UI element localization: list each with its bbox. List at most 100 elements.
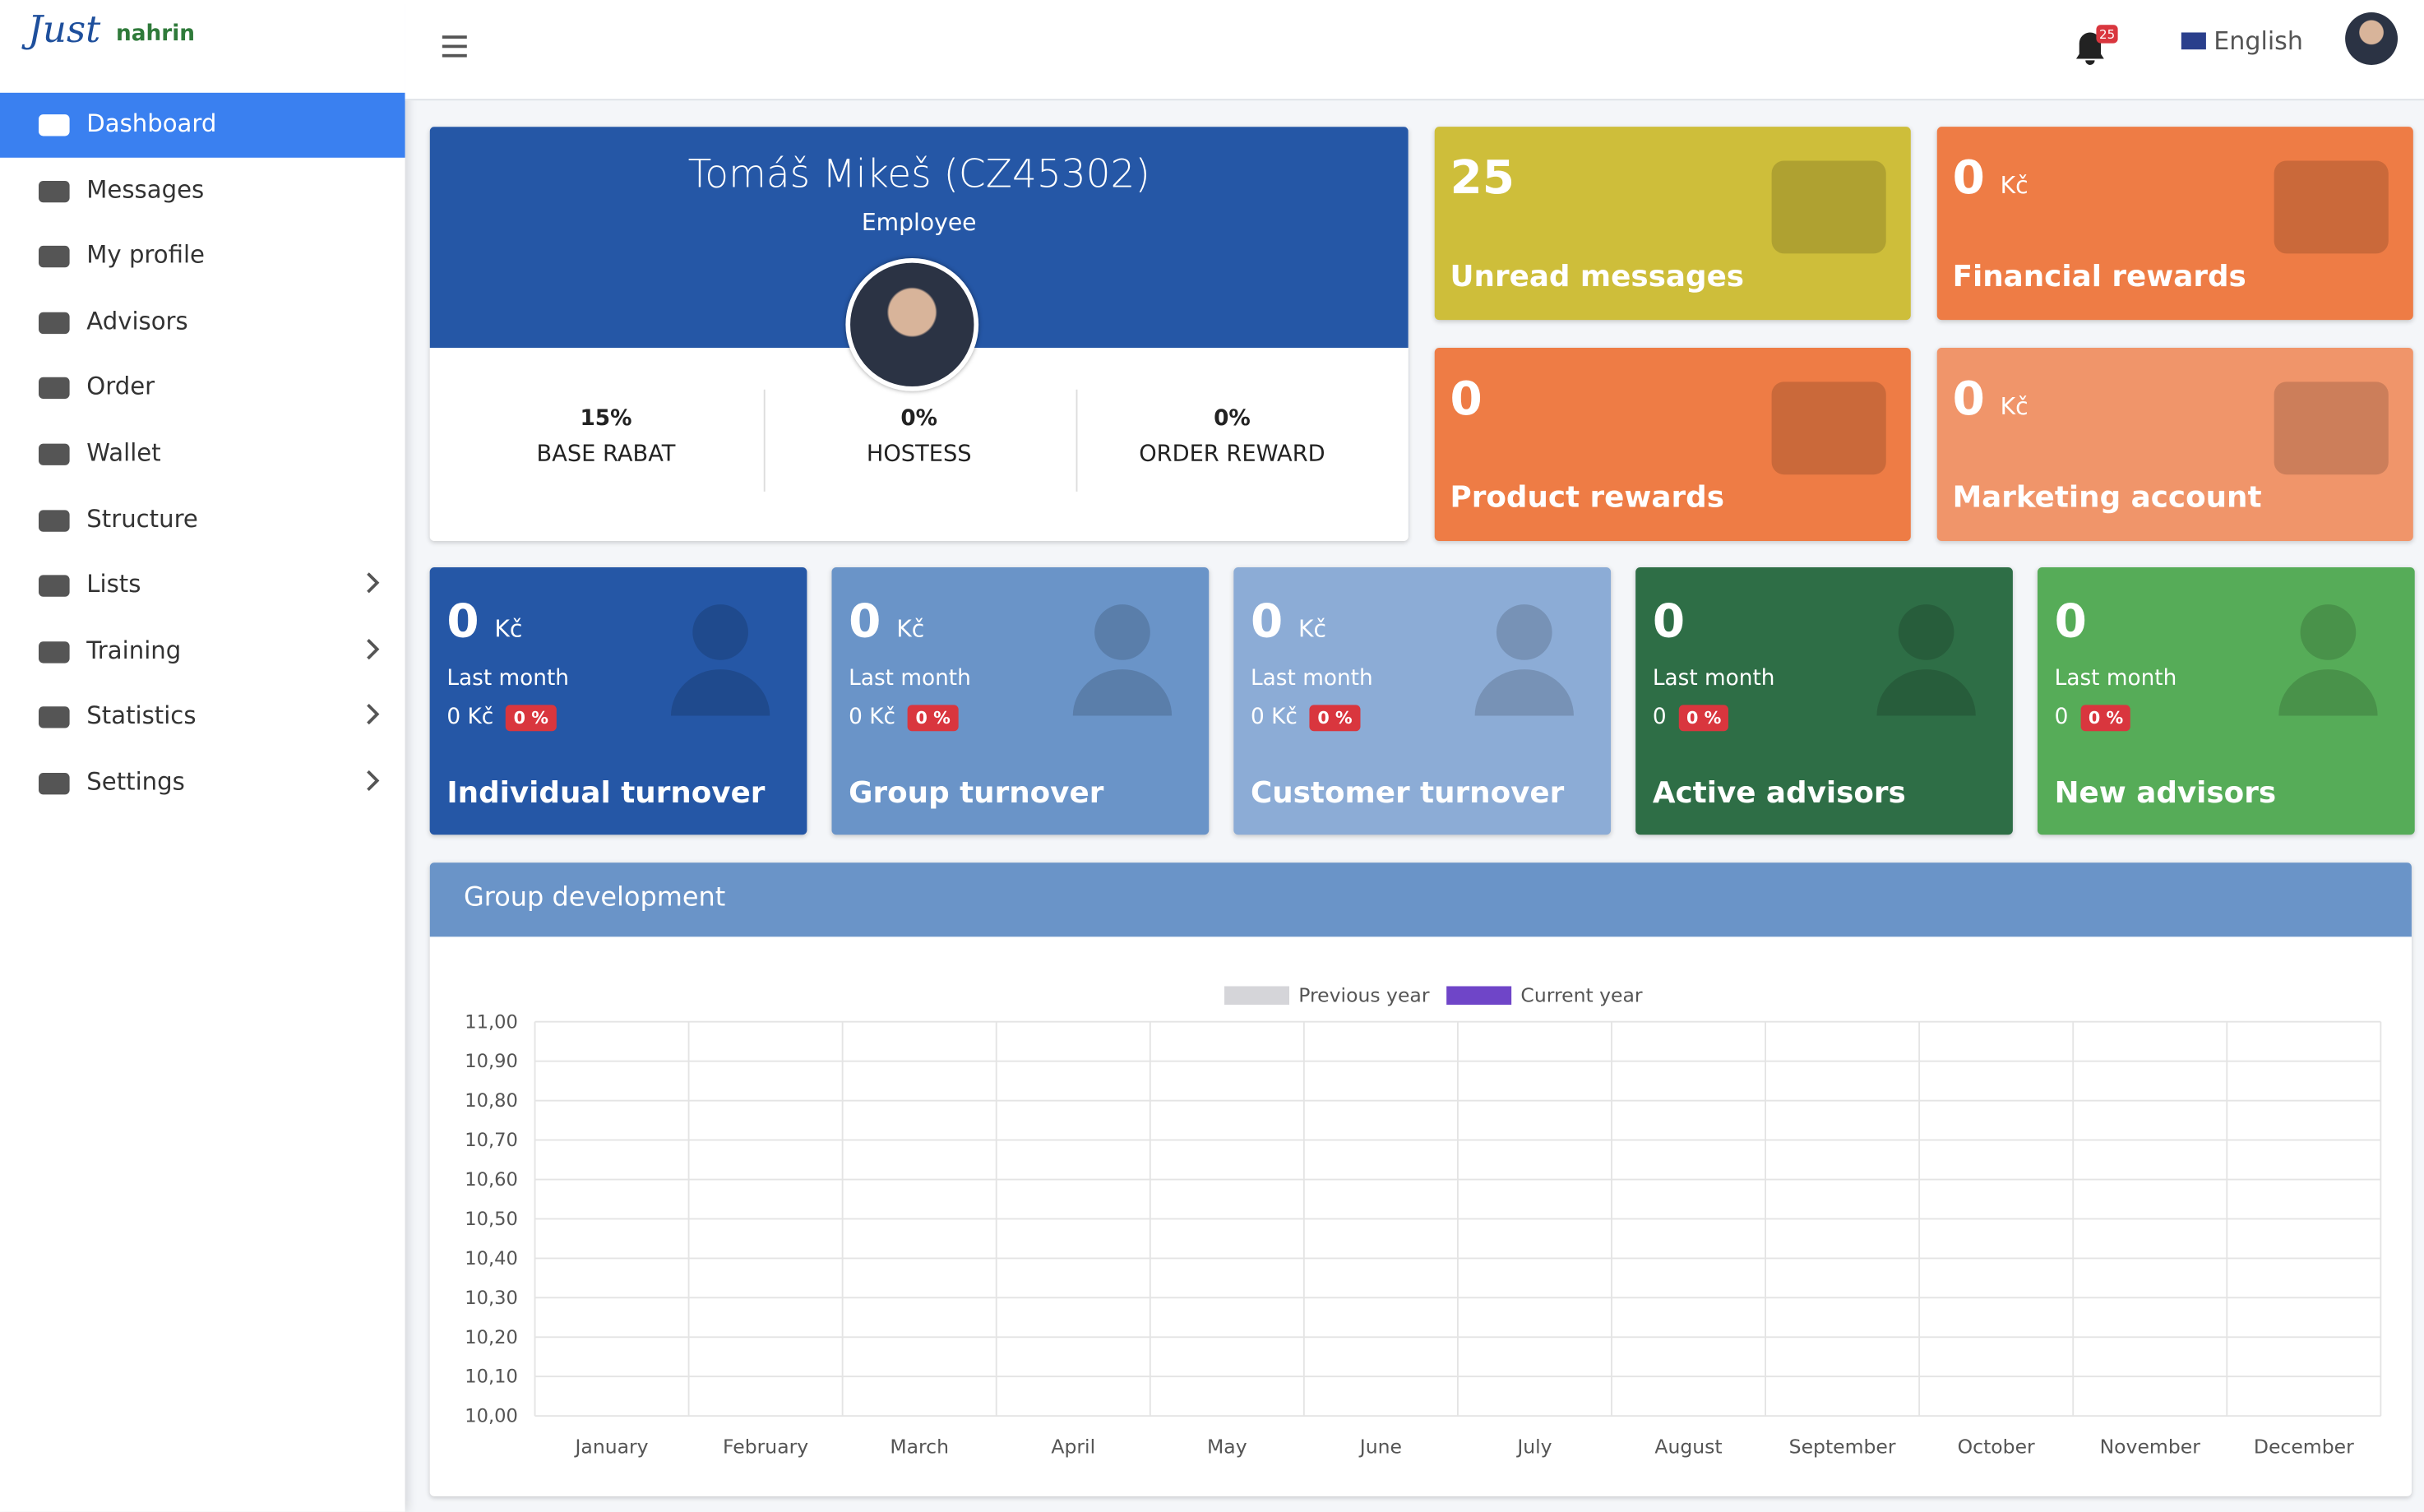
- nav-item[interactable]: Training: [0, 620, 405, 685]
- value: 0: [1652, 594, 1686, 650]
- notification-bell[interactable]: 25: [2071, 25, 2118, 65]
- flag: [2181, 32, 2206, 50]
- previous: 0 Kč: [1251, 705, 1298, 730]
- nav-label: Training: [86, 636, 182, 665]
- card-value: 0: [1653, 595, 1685, 650]
- nav-item[interactable]: Settings: [0, 751, 405, 816]
- previous: 0: [1652, 705, 1667, 730]
- nav-label: Settings: [86, 768, 185, 797]
- menu-toggle[interactable]: [442, 34, 470, 58]
- stat-label: BASE RABAT: [536, 442, 676, 467]
- x-tick-label: July: [1515, 1435, 1552, 1458]
- nav-label: Lists: [86, 571, 141, 599]
- logo: Just: [27, 7, 101, 52]
- y-tick-label: 11,00: [465, 1011, 518, 1033]
- nav-label: Dashboard: [86, 109, 217, 138]
- nav-item[interactable]: Order: [0, 356, 405, 421]
- value: 0: [2054, 594, 2087, 650]
- nav-item[interactable]: Wallet: [0, 422, 405, 487]
- nav-icon: [39, 443, 70, 465]
- icon-shape: [39, 246, 70, 268]
- icon-shape: [39, 312, 70, 334]
- profile-role: Employee: [861, 208, 977, 237]
- period: Last month: [849, 666, 971, 691]
- nav-icon: [39, 180, 70, 202]
- y-tick-label: 10,00: [465, 1406, 518, 1427]
- change-badge: 0 %: [1309, 705, 1361, 732]
- unit: Kč: [1298, 615, 1327, 644]
- profile-name: Tomáš Mikeš (CZ45302): [687, 151, 1150, 197]
- legend-swatch: [1224, 986, 1290, 1006]
- divider: [1076, 389, 1078, 492]
- change-badge: 0 %: [1678, 705, 1729, 732]
- x-tick-label: February: [723, 1435, 808, 1458]
- x-tick-label: October: [1958, 1435, 2035, 1458]
- chevron: [367, 704, 380, 725]
- x-tick-label: May: [1207, 1435, 1247, 1458]
- chart: Previous year Current year 10,00 10,10 10,20…: [465, 983, 2382, 1458]
- chevron: [367, 572, 380, 594]
- change-badge: 0 %: [2080, 705, 2131, 732]
- icon-shape: [39, 180, 70, 202]
- value: 0: [1952, 151, 1985, 206]
- change-badge: 0 %: [908, 705, 959, 732]
- tile-label: Marketing account: [1952, 480, 2262, 516]
- panel-header: [429, 862, 2412, 937]
- tile-icon: [2274, 381, 2389, 475]
- tile-label: Unread messages: [1450, 259, 1745, 294]
- change-badge: 0 %: [506, 705, 557, 732]
- x-tick-label: September: [1789, 1435, 1896, 1458]
- tile-icon: [1771, 160, 1886, 254]
- stat-label: ORDER REWARD: [1139, 442, 1325, 467]
- y-tick-label: 10,90: [465, 1051, 518, 1072]
- nav-item[interactable]: My profile: [0, 224, 405, 289]
- language-switch[interactable]: English: [2181, 26, 2303, 56]
- card-icon: [670, 604, 770, 716]
- nav-item[interactable]: Lists: [0, 553, 405, 618]
- period: Last month: [446, 666, 569, 691]
- previous-row: 0 Kč 0 %: [1251, 705, 1361, 732]
- nav-item[interactable]: Advisors: [0, 290, 405, 355]
- nav-icon: [39, 312, 70, 334]
- nav-icon: [39, 246, 70, 268]
- icon-shape: [39, 706, 70, 729]
- chart-panel: Group development Previous year Current y…: [429, 862, 2412, 1496]
- icon-shape: [2274, 381, 2389, 475]
- icon-shape: [1876, 669, 1976, 716]
- icon-shape: [39, 443, 70, 465]
- stat-tile: 0 Kč Marketing account: [1936, 348, 2413, 542]
- nav-icon: [39, 640, 70, 664]
- nav-item[interactable]: Messages: [0, 159, 405, 224]
- nav-item[interactable]: Structure: [0, 488, 405, 553]
- icon-shape: [2278, 669, 2378, 716]
- value: 0: [849, 594, 881, 650]
- previous-row: 0 0 %: [2055, 705, 2131, 732]
- icon-shape: [670, 669, 770, 716]
- y-tick-label: 10,80: [465, 1090, 518, 1112]
- y-tick-label: 10,20: [465, 1327, 518, 1348]
- chevron: [367, 638, 380, 659]
- turnover-card: 0 Kč Last month 0 Kč 0 % Individual turnover: [429, 566, 807, 835]
- nav-label: My profile: [86, 241, 205, 270]
- tile-value: 0: [1450, 372, 1483, 427]
- user-avatar[interactable]: [2345, 12, 2399, 65]
- card-label: New advisors: [2054, 775, 2277, 811]
- nav-item[interactable]: Statistics: [0, 686, 405, 751]
- profile-card: Tomáš Mikeš (CZ45302) Employee 15% BASE R…: [429, 127, 1409, 542]
- previous: 0 Kč: [849, 705, 896, 730]
- legend-label: Previous year: [1298, 983, 1430, 1006]
- nav-item[interactable]: Dashboard: [0, 92, 405, 158]
- x-tick-label: November: [2100, 1435, 2201, 1458]
- period: Last month: [2054, 666, 2177, 691]
- x-tick-label: June: [1358, 1435, 1402, 1458]
- top-bar: 25 English: [405, 0, 2424, 101]
- x-tick-label: December: [2254, 1435, 2354, 1458]
- tile-value: 0 Kč: [1953, 151, 2028, 206]
- nav-icon: [39, 773, 70, 795]
- tile-label: Product rewards: [1450, 480, 1724, 516]
- stat-tile: 0 Kč Financial rewards: [1936, 127, 2413, 321]
- previous-row: 0 Kč 0 %: [446, 705, 557, 732]
- icon-shape: [39, 575, 70, 598]
- icon-shape: [1072, 669, 1173, 716]
